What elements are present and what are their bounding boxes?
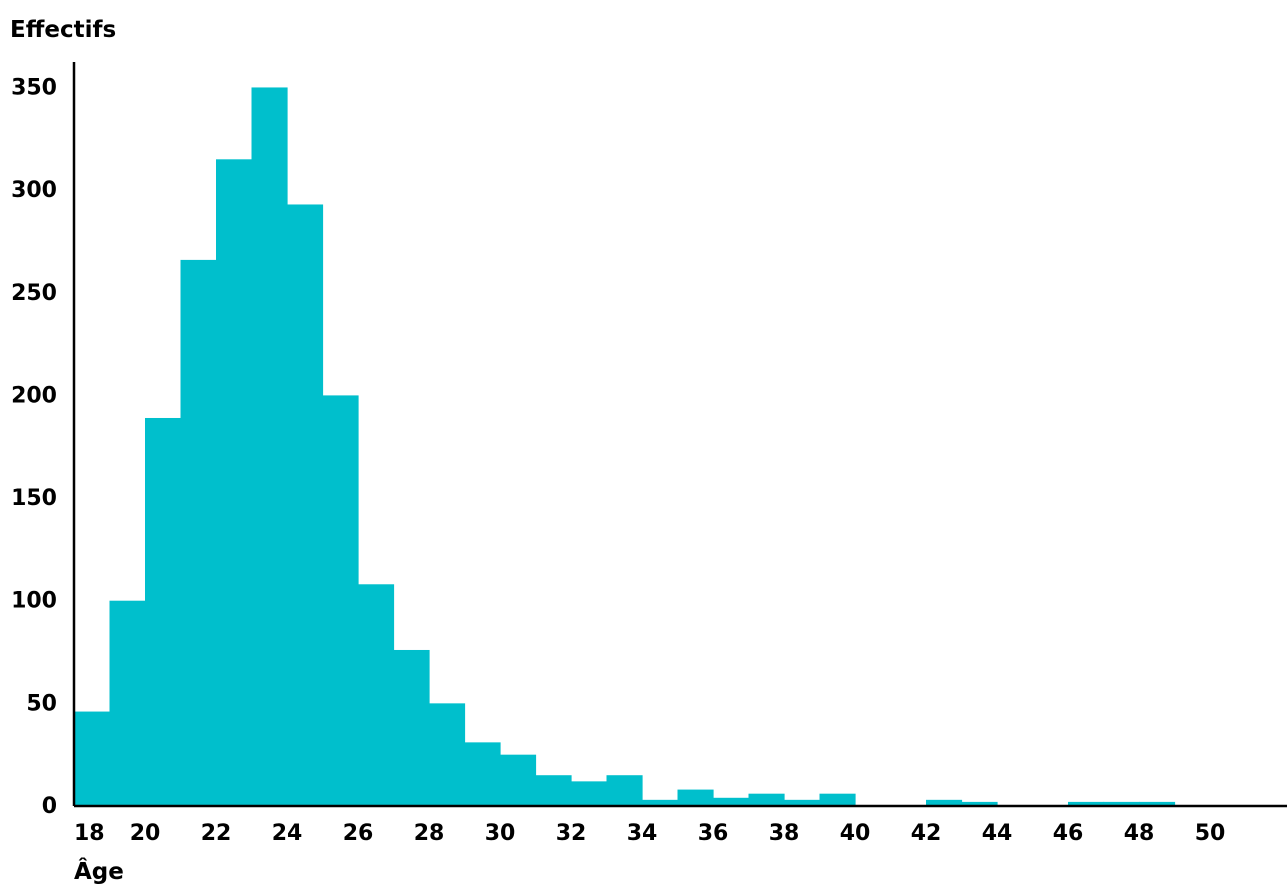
- histogram-bar: [358, 584, 395, 806]
- histogram-bar: [322, 395, 359, 806]
- x-tick-label: 26: [343, 821, 374, 846]
- x-tick-label: 24: [272, 821, 303, 846]
- y-tick-label: 150: [11, 486, 57, 511]
- x-tick-label: 36: [698, 821, 729, 846]
- histogram-bar: [642, 799, 679, 806]
- x-tick-label: 40: [840, 821, 871, 846]
- histogram-bar: [819, 793, 856, 806]
- histogram-bar: [748, 793, 785, 806]
- y-axis-title: Effectifs: [10, 17, 116, 43]
- histogram-bar: [1139, 801, 1176, 806]
- x-tick-label: 38: [769, 821, 800, 846]
- x-tick-label: 18: [74, 821, 105, 846]
- histogram-bar: [961, 801, 998, 806]
- y-tick-label: 250: [11, 281, 57, 306]
- y-tick-label: 100: [11, 589, 57, 614]
- x-tick-label: 32: [556, 821, 587, 846]
- x-tick-label: 34: [627, 821, 658, 846]
- histogram-bar: [677, 789, 714, 806]
- histogram-bar: [429, 703, 466, 806]
- x-tick-label: 50: [1195, 821, 1226, 846]
- y-tick-label: 50: [26, 691, 57, 716]
- histogram-bar: [571, 781, 608, 806]
- y-tick-label: 300: [11, 178, 57, 203]
- histogram-bar: [926, 799, 963, 806]
- x-tick-label: 28: [414, 821, 445, 846]
- y-tick-label: 200: [11, 383, 57, 408]
- histogram-bar: [180, 259, 217, 806]
- histogram-bar: [1103, 801, 1140, 806]
- histogram-bar: [109, 600, 146, 806]
- histogram-bar: [606, 775, 643, 806]
- histogram-bar: [535, 775, 572, 806]
- histogram-bar: [145, 417, 182, 806]
- y-tick-label: 350: [11, 75, 57, 100]
- histogram-bar: [287, 204, 324, 807]
- histogram-bar: [1068, 801, 1105, 806]
- x-axis-title: Âge: [74, 857, 124, 885]
- histogram-bar: [74, 711, 111, 806]
- x-axis-tick-labels: 18 20 22 24 26 28 30 32 34 36 38 40 42 44 46 48 50: [74, 821, 1225, 846]
- histogram-bar: [500, 754, 537, 806]
- x-tick-label: 30: [485, 821, 516, 846]
- histogram-bar: [713, 797, 750, 806]
- histogram-bar: [464, 742, 501, 806]
- y-tick-label: 0: [42, 794, 57, 819]
- histogram-bar: [393, 649, 430, 806]
- histogram-bars: [74, 87, 1176, 807]
- x-tick-label: 46: [1053, 821, 1084, 846]
- x-tick-label: 22: [201, 821, 232, 846]
- x-tick-label: 44: [982, 821, 1013, 846]
- x-tick-label: 20: [130, 821, 161, 846]
- y-axis-tick-labels: 0 50 100 150 200 250 300 350: [11, 75, 57, 819]
- histogram-bar: [251, 87, 288, 806]
- histogram-bar: [784, 799, 821, 806]
- x-tick-label: 48: [1124, 821, 1155, 846]
- histogram-bar: [216, 159, 253, 806]
- x-tick-label: 42: [911, 821, 942, 846]
